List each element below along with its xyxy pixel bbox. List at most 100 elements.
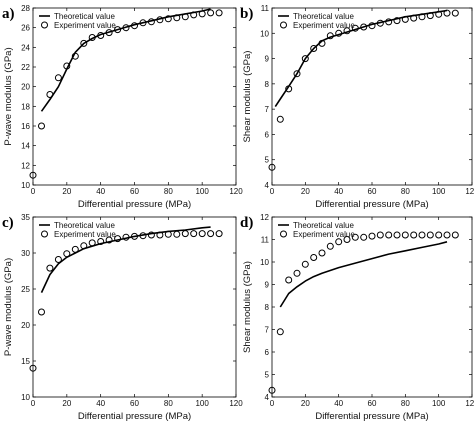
data-point-experiment bbox=[80, 242, 88, 250]
y-tick-label: 7 bbox=[265, 326, 270, 335]
data-point-experiment bbox=[131, 22, 138, 30]
data-point-experiment bbox=[54, 74, 62, 82]
data-point-experiment bbox=[139, 232, 147, 240]
x-axis-label: Differential pressure (MPa) bbox=[315, 411, 428, 422]
data-point-experiment bbox=[276, 115, 284, 123]
data-point-experiment bbox=[451, 9, 459, 17]
panel-label: a) bbox=[2, 6, 15, 22]
x-tick-label: 120 bbox=[229, 187, 243, 196]
data-point-experiment bbox=[368, 22, 376, 30]
legend-marker-swatch bbox=[41, 230, 48, 238]
y-tick-label: 9 bbox=[265, 55, 270, 64]
data-point-experiment bbox=[410, 231, 418, 239]
data-point-experiment bbox=[376, 19, 384, 27]
y-axis-label: P-wave modulus (GPa) bbox=[3, 258, 14, 356]
x-tick-label: 60 bbox=[130, 399, 139, 408]
x-tick-label: 0 bbox=[270, 187, 275, 196]
data-point-experiment bbox=[97, 32, 105, 39]
x-tick-label: 40 bbox=[334, 187, 343, 196]
data-point-experiment bbox=[80, 39, 88, 47]
data-point-experiment bbox=[418, 231, 426, 239]
plot-frame bbox=[32, 216, 237, 398]
x-tick-label: 100 bbox=[432, 187, 446, 196]
data-point-experiment bbox=[385, 18, 393, 26]
data-point-experiment bbox=[181, 13, 189, 21]
data-point-experiment bbox=[451, 231, 459, 239]
data-point-experiment bbox=[326, 242, 334, 250]
y-tick-label: 22 bbox=[21, 63, 30, 72]
legend-marker-swatch bbox=[41, 21, 48, 29]
data-point-experiment bbox=[215, 230, 223, 238]
legend-entry-label: Theoretical value bbox=[54, 221, 115, 230]
y-tick-label: 5 bbox=[265, 371, 270, 380]
data-point-experiment bbox=[443, 9, 451, 17]
data-point-experiment bbox=[207, 230, 215, 238]
data-point-experiment bbox=[97, 238, 105, 245]
chart-panel-c: c) 0 20 40 60 80 100 120 10 15 20 25 30 35 Differentia… bbox=[2, 213, 243, 422]
x-tick-label: 20 bbox=[62, 399, 71, 408]
data-point-experiment bbox=[29, 171, 37, 179]
legend-entry-label: Experiment value bbox=[54, 230, 116, 239]
y-tick-label: 16 bbox=[21, 122, 30, 131]
x-tick-label: 20 bbox=[62, 187, 71, 196]
legend-entry-label: Theoretical value bbox=[293, 221, 354, 230]
y-tick-label: 20 bbox=[21, 321, 30, 330]
data-point-experiment bbox=[268, 386, 276, 394]
series-line-theoretical bbox=[40, 226, 211, 293]
data-point-experiment bbox=[343, 236, 351, 243]
chart-panel-d: d) 0 20 40 60 80 100 120 4 5 6 7 8 9 10 11 12 Differentia… bbox=[240, 213, 474, 422]
data-point-experiment bbox=[401, 231, 409, 239]
y-tick-label: 14 bbox=[21, 142, 30, 151]
data-point-experiment bbox=[410, 14, 418, 22]
data-point-experiment bbox=[385, 231, 393, 239]
y-tick-label: 12 bbox=[260, 213, 269, 222]
data-point-experiment bbox=[426, 12, 434, 20]
data-point-experiment bbox=[285, 85, 293, 93]
data-point-experiment bbox=[46, 264, 54, 272]
chart-panel-a: a) 0 20 40 60 80 100 120 10 12 14 16 18 20 22 24 26 28 Dif… bbox=[2, 4, 243, 210]
data-point-experiment bbox=[426, 231, 434, 239]
legend-entry-label: Experiment value bbox=[293, 230, 355, 239]
data-point-experiment bbox=[310, 254, 318, 261]
data-point-experiment bbox=[63, 62, 71, 70]
y-tick-label: 10 bbox=[260, 29, 269, 38]
data-point-experiment bbox=[88, 34, 96, 41]
data-point-experiment bbox=[198, 230, 206, 238]
data-point-experiment bbox=[293, 269, 301, 277]
y-tick-label: 6 bbox=[265, 348, 270, 357]
data-point-experiment bbox=[114, 235, 122, 243]
y-tick-label: 4 bbox=[265, 181, 270, 190]
data-point-experiment bbox=[418, 13, 426, 21]
series-line-theoretical bbox=[40, 8, 211, 112]
y-tick-label: 6 bbox=[265, 130, 270, 139]
y-axis-label: P-wave modulus (GPa) bbox=[3, 47, 14, 145]
x-tick-label: 120 bbox=[465, 187, 474, 196]
legend-entry-label: Experiment value bbox=[54, 21, 116, 30]
x-axis-label: Differential pressure (MPa) bbox=[315, 199, 428, 210]
x-tick-label: 60 bbox=[368, 187, 377, 196]
x-tick-label: 100 bbox=[195, 399, 209, 408]
data-point-experiment bbox=[156, 16, 164, 24]
x-tick-label: 40 bbox=[334, 399, 343, 408]
data-point-experiment bbox=[105, 29, 113, 37]
data-point-experiment bbox=[38, 308, 45, 316]
data-point-experiment bbox=[181, 230, 189, 238]
data-point-experiment bbox=[147, 231, 155, 239]
x-tick-label: 80 bbox=[164, 187, 173, 196]
data-point-experiment bbox=[198, 10, 206, 18]
data-point-experiment bbox=[207, 9, 215, 17]
data-point-experiment bbox=[401, 15, 409, 23]
plot-frame bbox=[32, 7, 237, 186]
y-axis-label: Shear modulus (GPa) bbox=[242, 51, 253, 143]
series-line-theoretical bbox=[279, 241, 448, 308]
data-point-experiment bbox=[310, 45, 318, 52]
y-tick-label: 20 bbox=[21, 83, 30, 92]
data-point-experiment bbox=[38, 122, 45, 130]
data-point-experiment bbox=[268, 163, 276, 171]
data-point-experiment bbox=[318, 249, 326, 257]
data-point-experiment bbox=[88, 239, 96, 247]
data-point-experiment bbox=[131, 232, 138, 240]
data-point-experiment bbox=[190, 230, 198, 238]
legend-entry-label: Theoretical value bbox=[293, 12, 354, 21]
